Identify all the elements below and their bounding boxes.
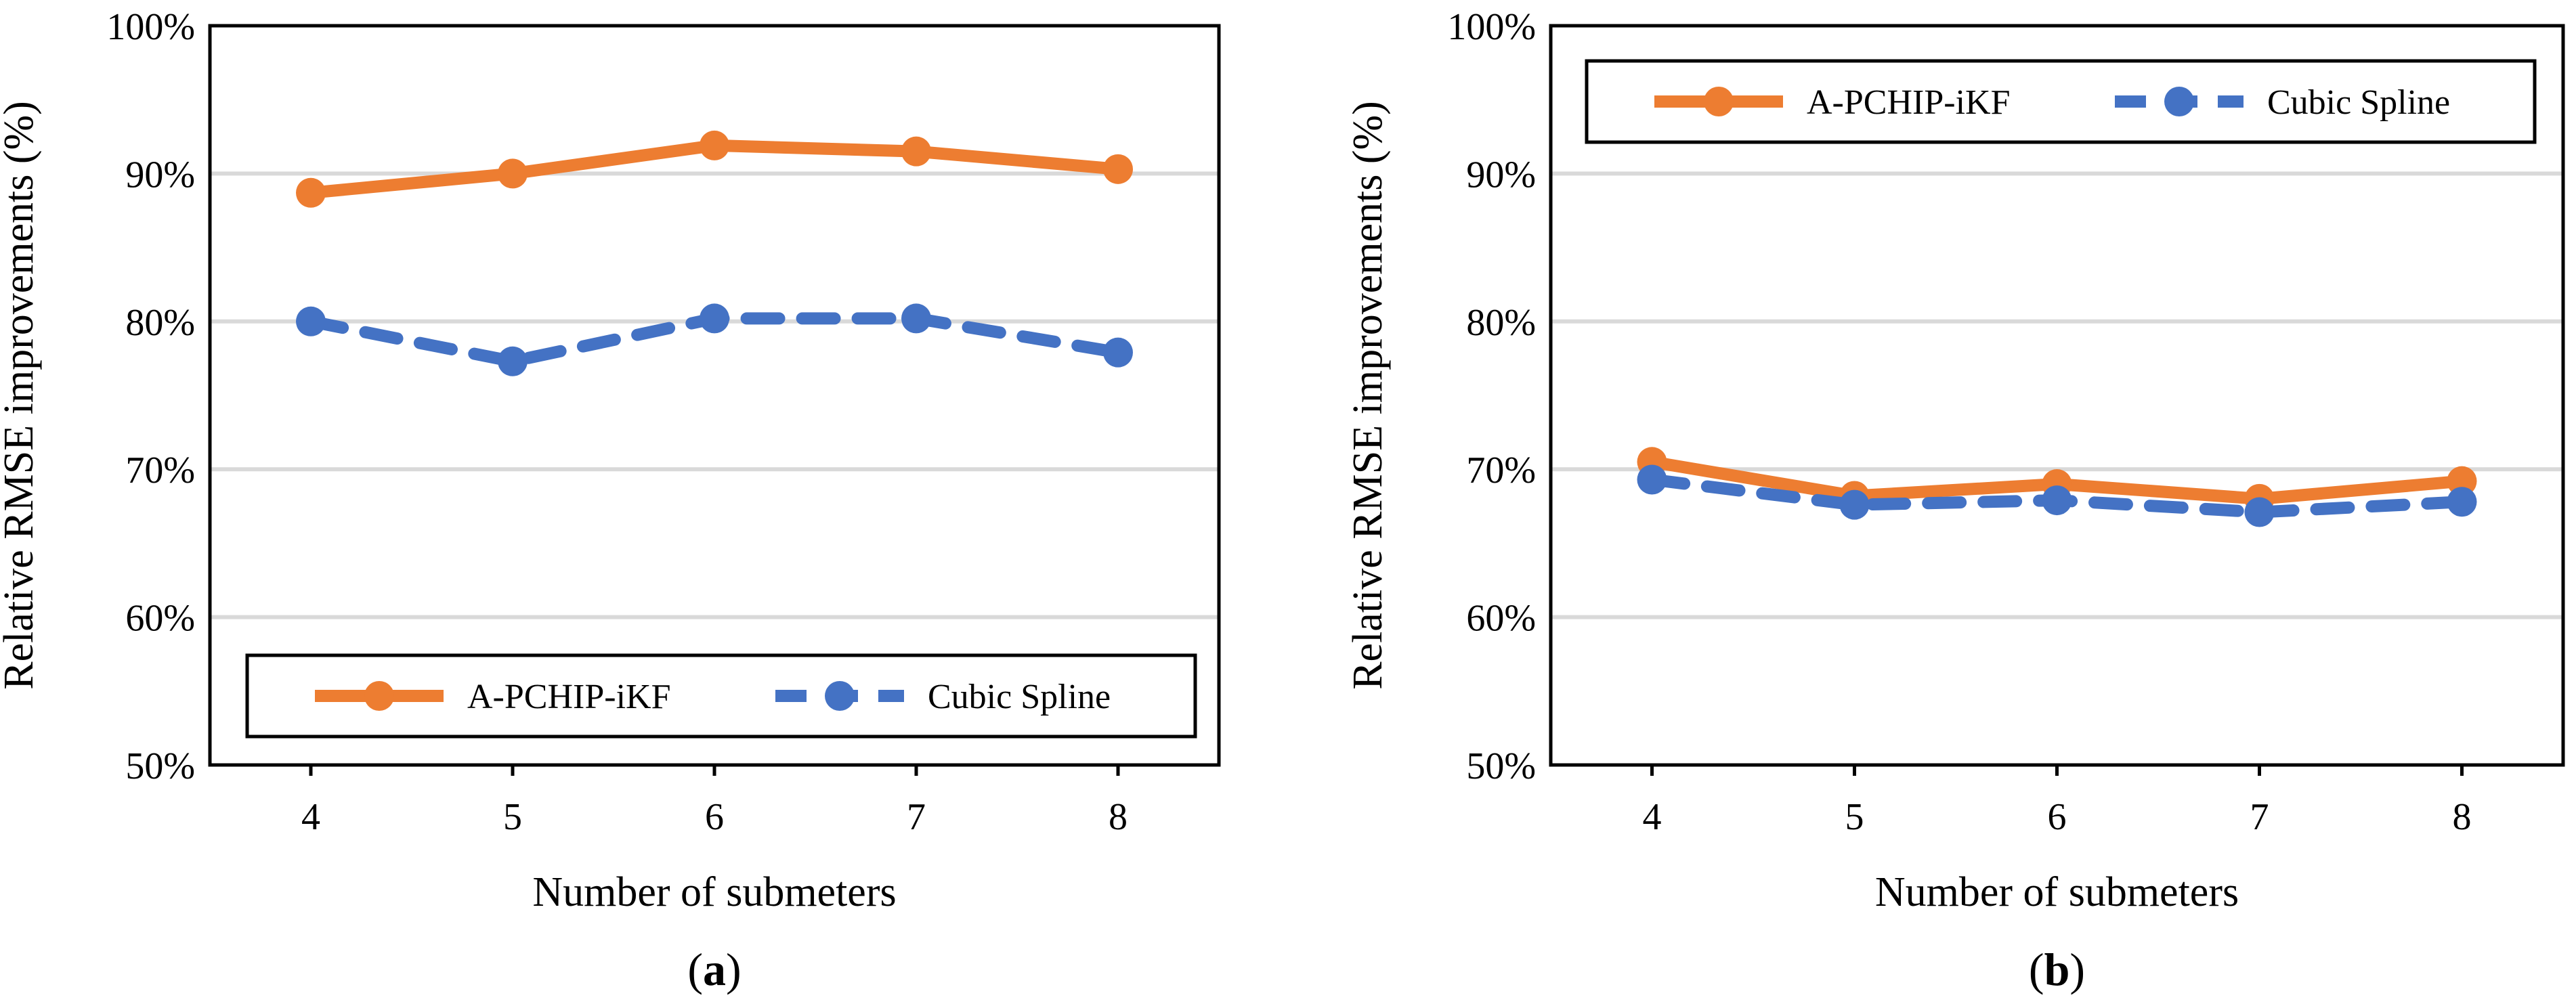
x-tick-label: 4 xyxy=(301,796,320,838)
chart-b: 50% 60% 70% 80% 90% 100% 4 5 6 7 8 A-PCHIP-iKF Cubic… xyxy=(1345,6,2565,995)
data-point-cubic-spline xyxy=(1839,489,1870,520)
data-point-cubic-spline xyxy=(2042,485,2072,516)
x-tick-label: 7 xyxy=(2250,796,2269,838)
data-point-cubic-spline xyxy=(700,303,729,334)
data-point-cubic-spline xyxy=(1103,337,1133,368)
y-tick-label: 60% xyxy=(1466,598,1536,640)
y-tick-label: 90% xyxy=(125,154,195,196)
x-tick-label: 5 xyxy=(503,796,522,838)
legend-apchip-text: A-PCHIP-iKF xyxy=(1807,83,2011,122)
y-tick-label: 50% xyxy=(1466,745,1536,787)
y-tick-label: 100% xyxy=(1447,6,1536,48)
caption-letter: b xyxy=(2044,944,2070,995)
data-point-a-pchip-ikf xyxy=(1103,154,1133,184)
x-tick-label: 8 xyxy=(1109,796,1128,838)
data-point-a-pchip-ikf xyxy=(296,177,326,208)
y-tick-label: 80% xyxy=(1466,302,1536,344)
y-axis-title: Relative RMSE improvements (%) xyxy=(1345,101,1391,690)
figure-caption: (a) xyxy=(687,944,741,995)
x-tick-label: 8 xyxy=(2453,796,2472,838)
y-tick-label: 70% xyxy=(125,450,195,491)
caption-letter: a xyxy=(703,944,726,995)
x-tick-label: 7 xyxy=(907,796,926,838)
data-point-a-pchip-ikf xyxy=(901,136,931,167)
data-point-cubic-spline xyxy=(1637,464,1667,495)
data-point-a-pchip-ikf xyxy=(700,130,729,160)
legend-cubic-spline-text: Cubic Spline xyxy=(928,678,1111,716)
x-tick-label: 4 xyxy=(1643,796,1662,838)
legend-apchip-swatch-marker xyxy=(1704,87,1734,116)
x-axis-title: Number of submeters xyxy=(1875,869,2239,915)
legend-cubic-spline-swatch-marker xyxy=(2164,87,2194,116)
y-tick-label: 90% xyxy=(1466,154,1536,196)
y-tick-label: 70% xyxy=(1466,450,1536,491)
x-axis-title: Number of submeters xyxy=(532,869,896,915)
data-point-cubic-spline xyxy=(2447,487,2477,517)
y-tick-label: 50% xyxy=(125,745,195,787)
chart-a: 50% 60% 70% 80% 90% 100% 4 5 6 7 8 A-PCHIP-iKF Cubic… xyxy=(0,6,1221,995)
data-point-cubic-spline xyxy=(296,306,326,336)
y-tick-label: 100% xyxy=(106,6,195,48)
x-tick-label: 5 xyxy=(1845,796,1864,838)
legend-apchip-swatch-marker xyxy=(364,681,394,711)
figure-caption: (b) xyxy=(2029,944,2085,995)
x-tick-label: 6 xyxy=(2048,796,2067,838)
data-point-cubic-spline xyxy=(2244,497,2275,527)
legend-cubic-spline-swatch-marker xyxy=(825,681,855,711)
data-point-cubic-spline xyxy=(901,303,931,334)
data-point-cubic-spline xyxy=(498,346,528,376)
y-tick-label: 60% xyxy=(125,598,195,640)
y-axis-title: Relative RMSE improvements (%) xyxy=(0,101,42,690)
legend-apchip-text: A-PCHIP-iKF xyxy=(467,678,671,716)
legend-cubic-spline-text: Cubic Spline xyxy=(2267,83,2450,122)
data-point-a-pchip-ikf xyxy=(498,158,528,189)
y-tick-label: 80% xyxy=(125,302,195,344)
x-tick-label: 6 xyxy=(705,796,724,838)
data-point-a-pchip-ikf xyxy=(2447,466,2477,496)
